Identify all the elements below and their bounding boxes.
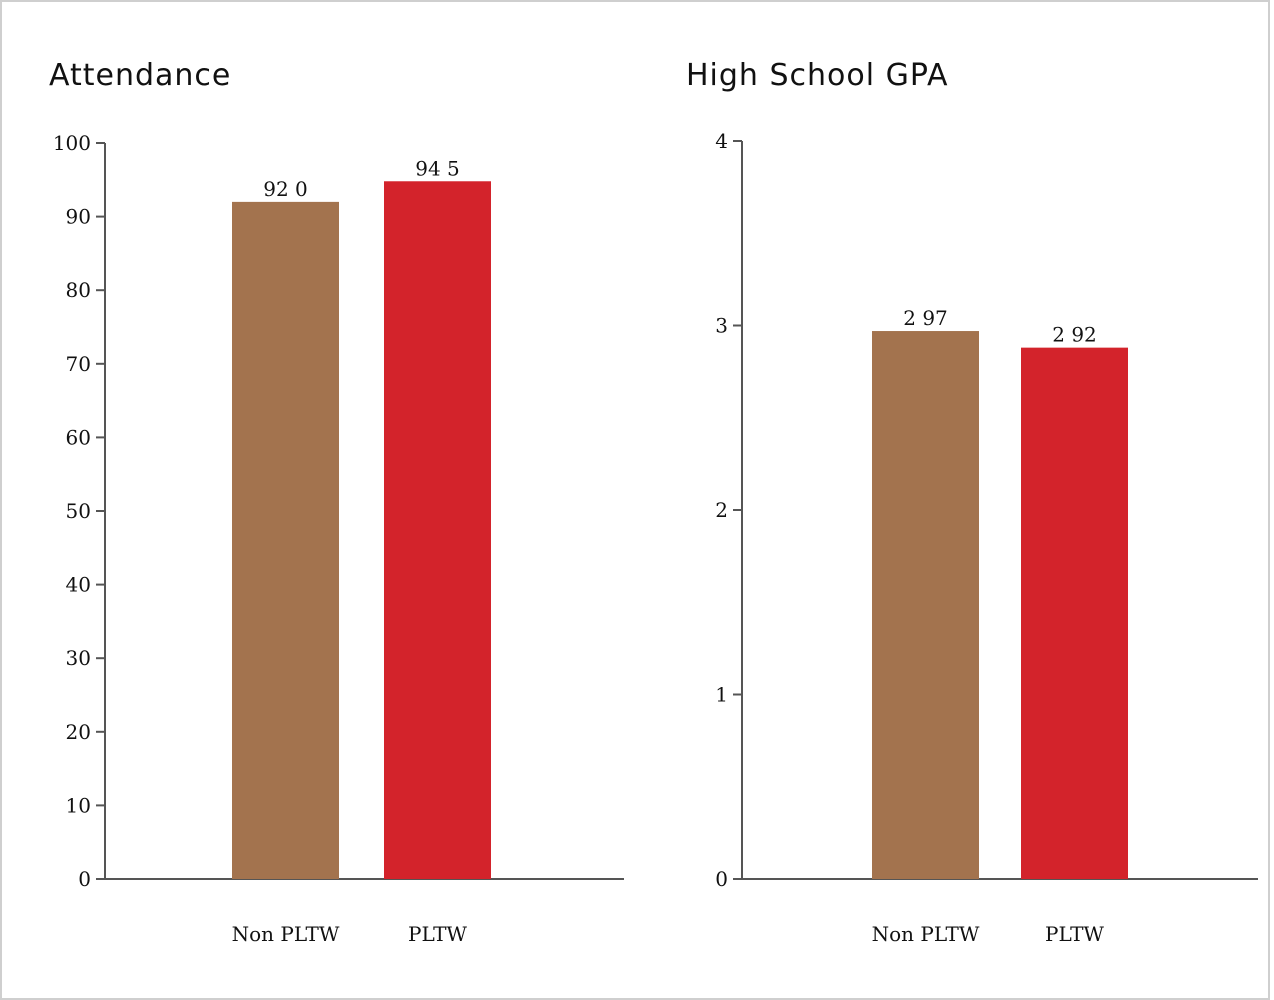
attendance-y-tick-label: 0 [78,867,91,891]
attendance-category-label: Non PLTW [232,922,340,946]
gpa-chart-title: High School GPA [686,58,949,93]
gpa-data-label: 2 92 [1052,323,1097,347]
attendance-y-tick-label: 10 [66,793,91,817]
attendance-y-tick-label: 30 [66,646,91,670]
gpa-data-label: 2 97 [903,306,948,330]
attendance-y-tick-label: 40 [66,573,91,597]
gpa-y-tick-label: 1 [715,683,728,707]
attendance-data-label: 92 0 [263,177,308,201]
attendance-y-tick-label: 90 [66,205,91,229]
attendance-bar [232,201,339,879]
gpa-bar-chart: 0 1 2 3 4 2 97 Non PLTW 2 92 PLTW [715,129,1258,946]
attendance-y-tick-label: 80 [66,278,91,302]
gpa-y-tick-label: 2 [715,498,728,522]
attendance-data-label: 94 5 [415,156,460,180]
attendance-chart-title: Attendance [49,58,232,93]
attendance-y-tick-label: 60 [66,425,91,449]
gpa-y-tick-label: 3 [715,314,728,338]
attendance-y-tick-label: 70 [66,352,91,376]
gpa-category-label: Non PLTW [872,922,980,946]
attendance-bar-chart: 0 10 20 30 40 50 60 70 80 90 100 92 0 Non PLTW 94 5 PL… [53,131,624,946]
gpa-bar [1021,347,1128,879]
attendance-y-tick-label: 50 [66,499,91,523]
gpa-category-label: PLTW [1045,922,1104,946]
gpa-y-tick-label: 0 [715,867,728,891]
attendance-bar [384,181,491,880]
gpa-y-tick-label: 4 [715,129,728,153]
attendance-category-label: PLTW [408,922,467,946]
attendance-y-tick-label: 20 [66,720,91,744]
attendance-y-tick-label: 100 [53,131,91,155]
gpa-bar [872,331,979,879]
